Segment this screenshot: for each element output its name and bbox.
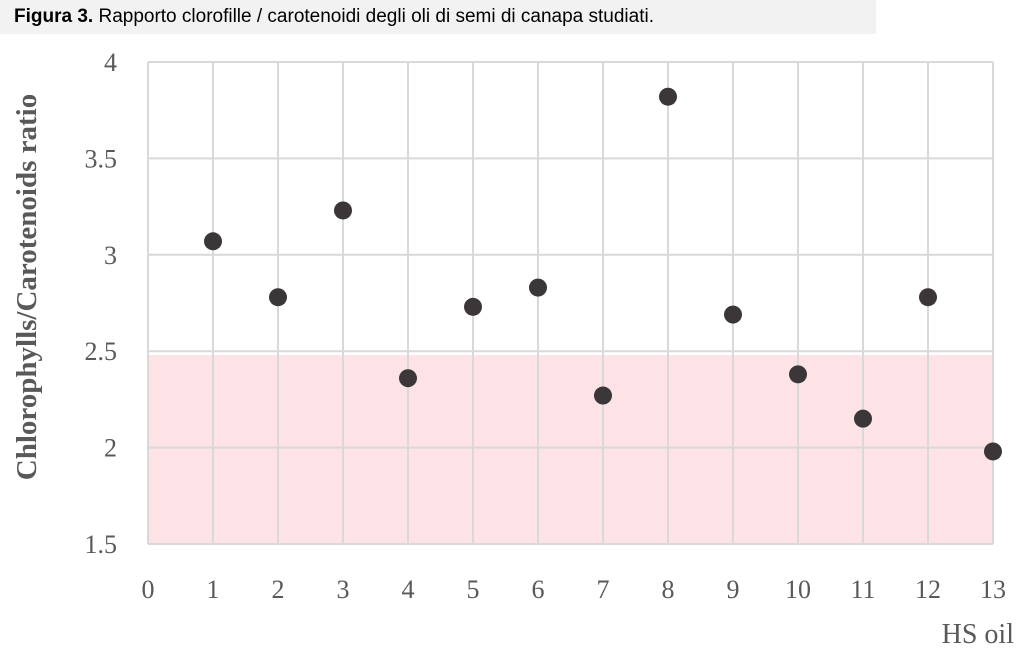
highlight-band — [148, 355, 993, 544]
x-tick-label: 7 — [597, 575, 610, 604]
data-point — [464, 297, 482, 316]
x-tick-label: 10 — [785, 575, 811, 604]
x-tick-label: 13 — [980, 575, 1006, 604]
x-tick-label: 5 — [467, 575, 480, 604]
data-points — [204, 87, 1002, 461]
data-point — [854, 409, 872, 428]
data-point — [984, 442, 1002, 461]
y-tick-label: 2 — [104, 434, 117, 463]
x-tick-label: 11 — [850, 575, 875, 604]
data-point — [399, 369, 417, 388]
data-point — [529, 278, 547, 297]
x-tick-label: 12 — [915, 575, 941, 604]
data-point — [334, 201, 352, 220]
data-point — [659, 87, 677, 106]
data-point — [269, 288, 287, 307]
x-tick-label: 9 — [727, 575, 740, 604]
y-tick-label: 4 — [104, 48, 117, 77]
figure-caption: Figura 3. Rapporto clorofille / caroteno… — [14, 6, 654, 28]
figure-caption-text: Rapporto clorofille / carotenoidi degli … — [93, 6, 654, 27]
x-tick-labels: 0 1 2 3 4 5 6 7 8 9 10 11 12 13 — [142, 575, 1007, 604]
y-tick-labels: 1.5 2 2.5 3 3.5 4 — [85, 48, 118, 559]
caption-background — [0, 0, 876, 34]
x-axis-title: HS oil — [942, 619, 1015, 650]
x-tick-label: 3 — [337, 575, 350, 604]
data-point — [789, 365, 807, 384]
data-point — [594, 386, 612, 405]
y-tick-label: 1.5 — [85, 530, 118, 559]
y-axis-title: Chlorophylls/Carotenoids ratio — [11, 94, 43, 480]
x-tick-label: 4 — [402, 575, 415, 604]
y-tick-label: 2.5 — [85, 337, 118, 366]
x-tick-label: 0 — [142, 575, 155, 604]
x-tick-label: 6 — [532, 575, 545, 604]
data-point — [919, 288, 937, 307]
data-point — [204, 232, 222, 251]
figure-caption-label: Figura 3. — [14, 6, 94, 27]
data-point — [724, 305, 742, 324]
y-tick-label: 3.5 — [85, 144, 118, 173]
x-tick-label: 2 — [272, 575, 285, 604]
y-tick-label: 3 — [104, 241, 117, 270]
x-tick-label: 8 — [662, 575, 675, 604]
x-tick-label: 1 — [207, 575, 220, 604]
grid-lines — [147, 61, 994, 545]
